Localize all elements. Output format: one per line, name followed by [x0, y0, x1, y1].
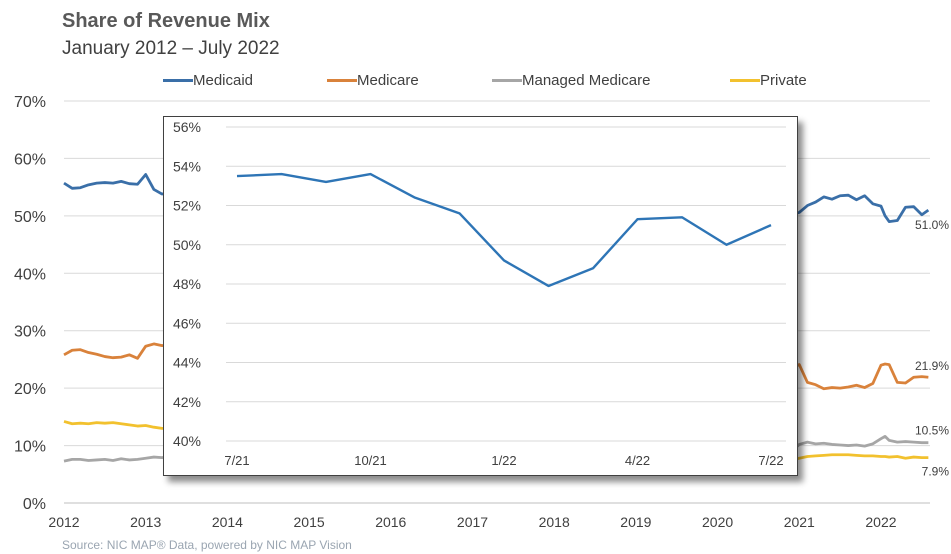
inset-y-tick-label: 42%	[173, 394, 201, 410]
inset-y-tick-label: 50%	[173, 237, 201, 253]
x-tick-label: 2017	[457, 514, 488, 530]
inset-y-tick-label: 48%	[173, 276, 201, 292]
x-tick-label: 2013	[130, 514, 161, 530]
y-tick-label: 40%	[14, 266, 46, 283]
legend-item-managed-medicare: Managed Medicare	[492, 72, 650, 89]
x-tick-label: 2021	[784, 514, 815, 530]
legend-item-private: Private	[730, 72, 807, 89]
inset-y-tick-label: 52%	[173, 198, 201, 214]
legend-item-medicare: Medicare	[327, 72, 419, 89]
series-line-private-0	[63, 420, 167, 430]
legend-label-managed-medicare: Managed Medicare	[522, 72, 651, 89]
legend-swatch-medicaid	[163, 79, 193, 82]
inset-y-tick-label: 56%	[173, 119, 201, 135]
series-line-managed-medicare-1	[790, 434, 929, 453]
inset-y-tick-label: 54%	[173, 158, 201, 174]
inset-chart-panel: 40% 42% 44% 46% 48% 50% 52% 54% 56% 7/21 10/21 1/22…	[163, 116, 798, 476]
data-label-end: 10.5%	[915, 424, 949, 438]
x-tick-label: 2018	[539, 514, 570, 530]
inset-x-tick-label: 10/21	[354, 453, 387, 468]
y-tick-label: 60%	[14, 151, 46, 168]
y-tick-label: 50%	[14, 209, 46, 226]
y-tick-label: 0%	[23, 496, 46, 513]
legend-label-medicaid: Medicaid	[193, 72, 254, 89]
y-tick-label: 20%	[14, 381, 46, 398]
series-line-medicaid-1	[790, 193, 930, 224]
series-line-managed-medicare-0	[63, 455, 167, 463]
y-tick-label: 10%	[14, 439, 46, 456]
legend-label-private: Private	[760, 72, 807, 89]
inset-x-tick-label: 7/21	[224, 453, 249, 468]
series-line-medicare-1	[790, 362, 929, 391]
y-tick-label: 30%	[14, 324, 46, 341]
inset-line-chart: 40% 42% 44% 46% 48% 50% 52% 54% 56% 7/21 10/21 1/22…	[173, 119, 786, 468]
inset-series-line-0	[236, 172, 772, 288]
chart-subtitle: January 2012 – July 2022	[62, 38, 280, 59]
series-line-medicaid-0	[63, 173, 167, 196]
series-line-medicare-0	[63, 342, 167, 360]
source-note: Source: NIC MAP® Data, powered by NIC MA…	[62, 538, 352, 552]
inset-x-tick-label: 7/22	[758, 453, 783, 468]
inset-x-tick-label: 1/22	[491, 453, 516, 468]
x-tick-label: 2019	[620, 514, 651, 530]
legend-label-medicare: Medicare	[357, 72, 419, 89]
x-tick-label: 2020	[702, 514, 733, 530]
inset-y-tick-label: 46%	[173, 315, 201, 331]
y-tick-label: 70%	[14, 94, 46, 111]
series-line-private-1	[790, 453, 929, 462]
x-tick-label: 2016	[375, 514, 406, 530]
legend-item-medicaid: Medicaid	[163, 72, 253, 89]
x-tick-label: 2012	[48, 514, 79, 530]
legend-swatch-medicare	[327, 79, 357, 82]
x-tick-label: 2014	[212, 514, 243, 530]
legend: Medicaid Medicare Managed Medicare Priva…	[0, 72, 951, 92]
inset-y-tick-label: 44%	[173, 355, 201, 371]
inset-x-tick-label: 4/22	[625, 453, 650, 468]
chart-title: Share of Revenue Mix	[62, 10, 270, 32]
legend-swatch-private	[730, 79, 760, 82]
data-label-end: 51.0%	[915, 218, 949, 232]
data-label-end: 21.9%	[915, 359, 949, 373]
inset-y-tick-label: 40%	[173, 433, 201, 449]
x-tick-label: 2022	[865, 514, 896, 530]
data-label-end: 7.9%	[922, 465, 950, 479]
x-tick-label: 2015	[294, 514, 325, 530]
legend-swatch-managed-medicare	[492, 79, 522, 82]
